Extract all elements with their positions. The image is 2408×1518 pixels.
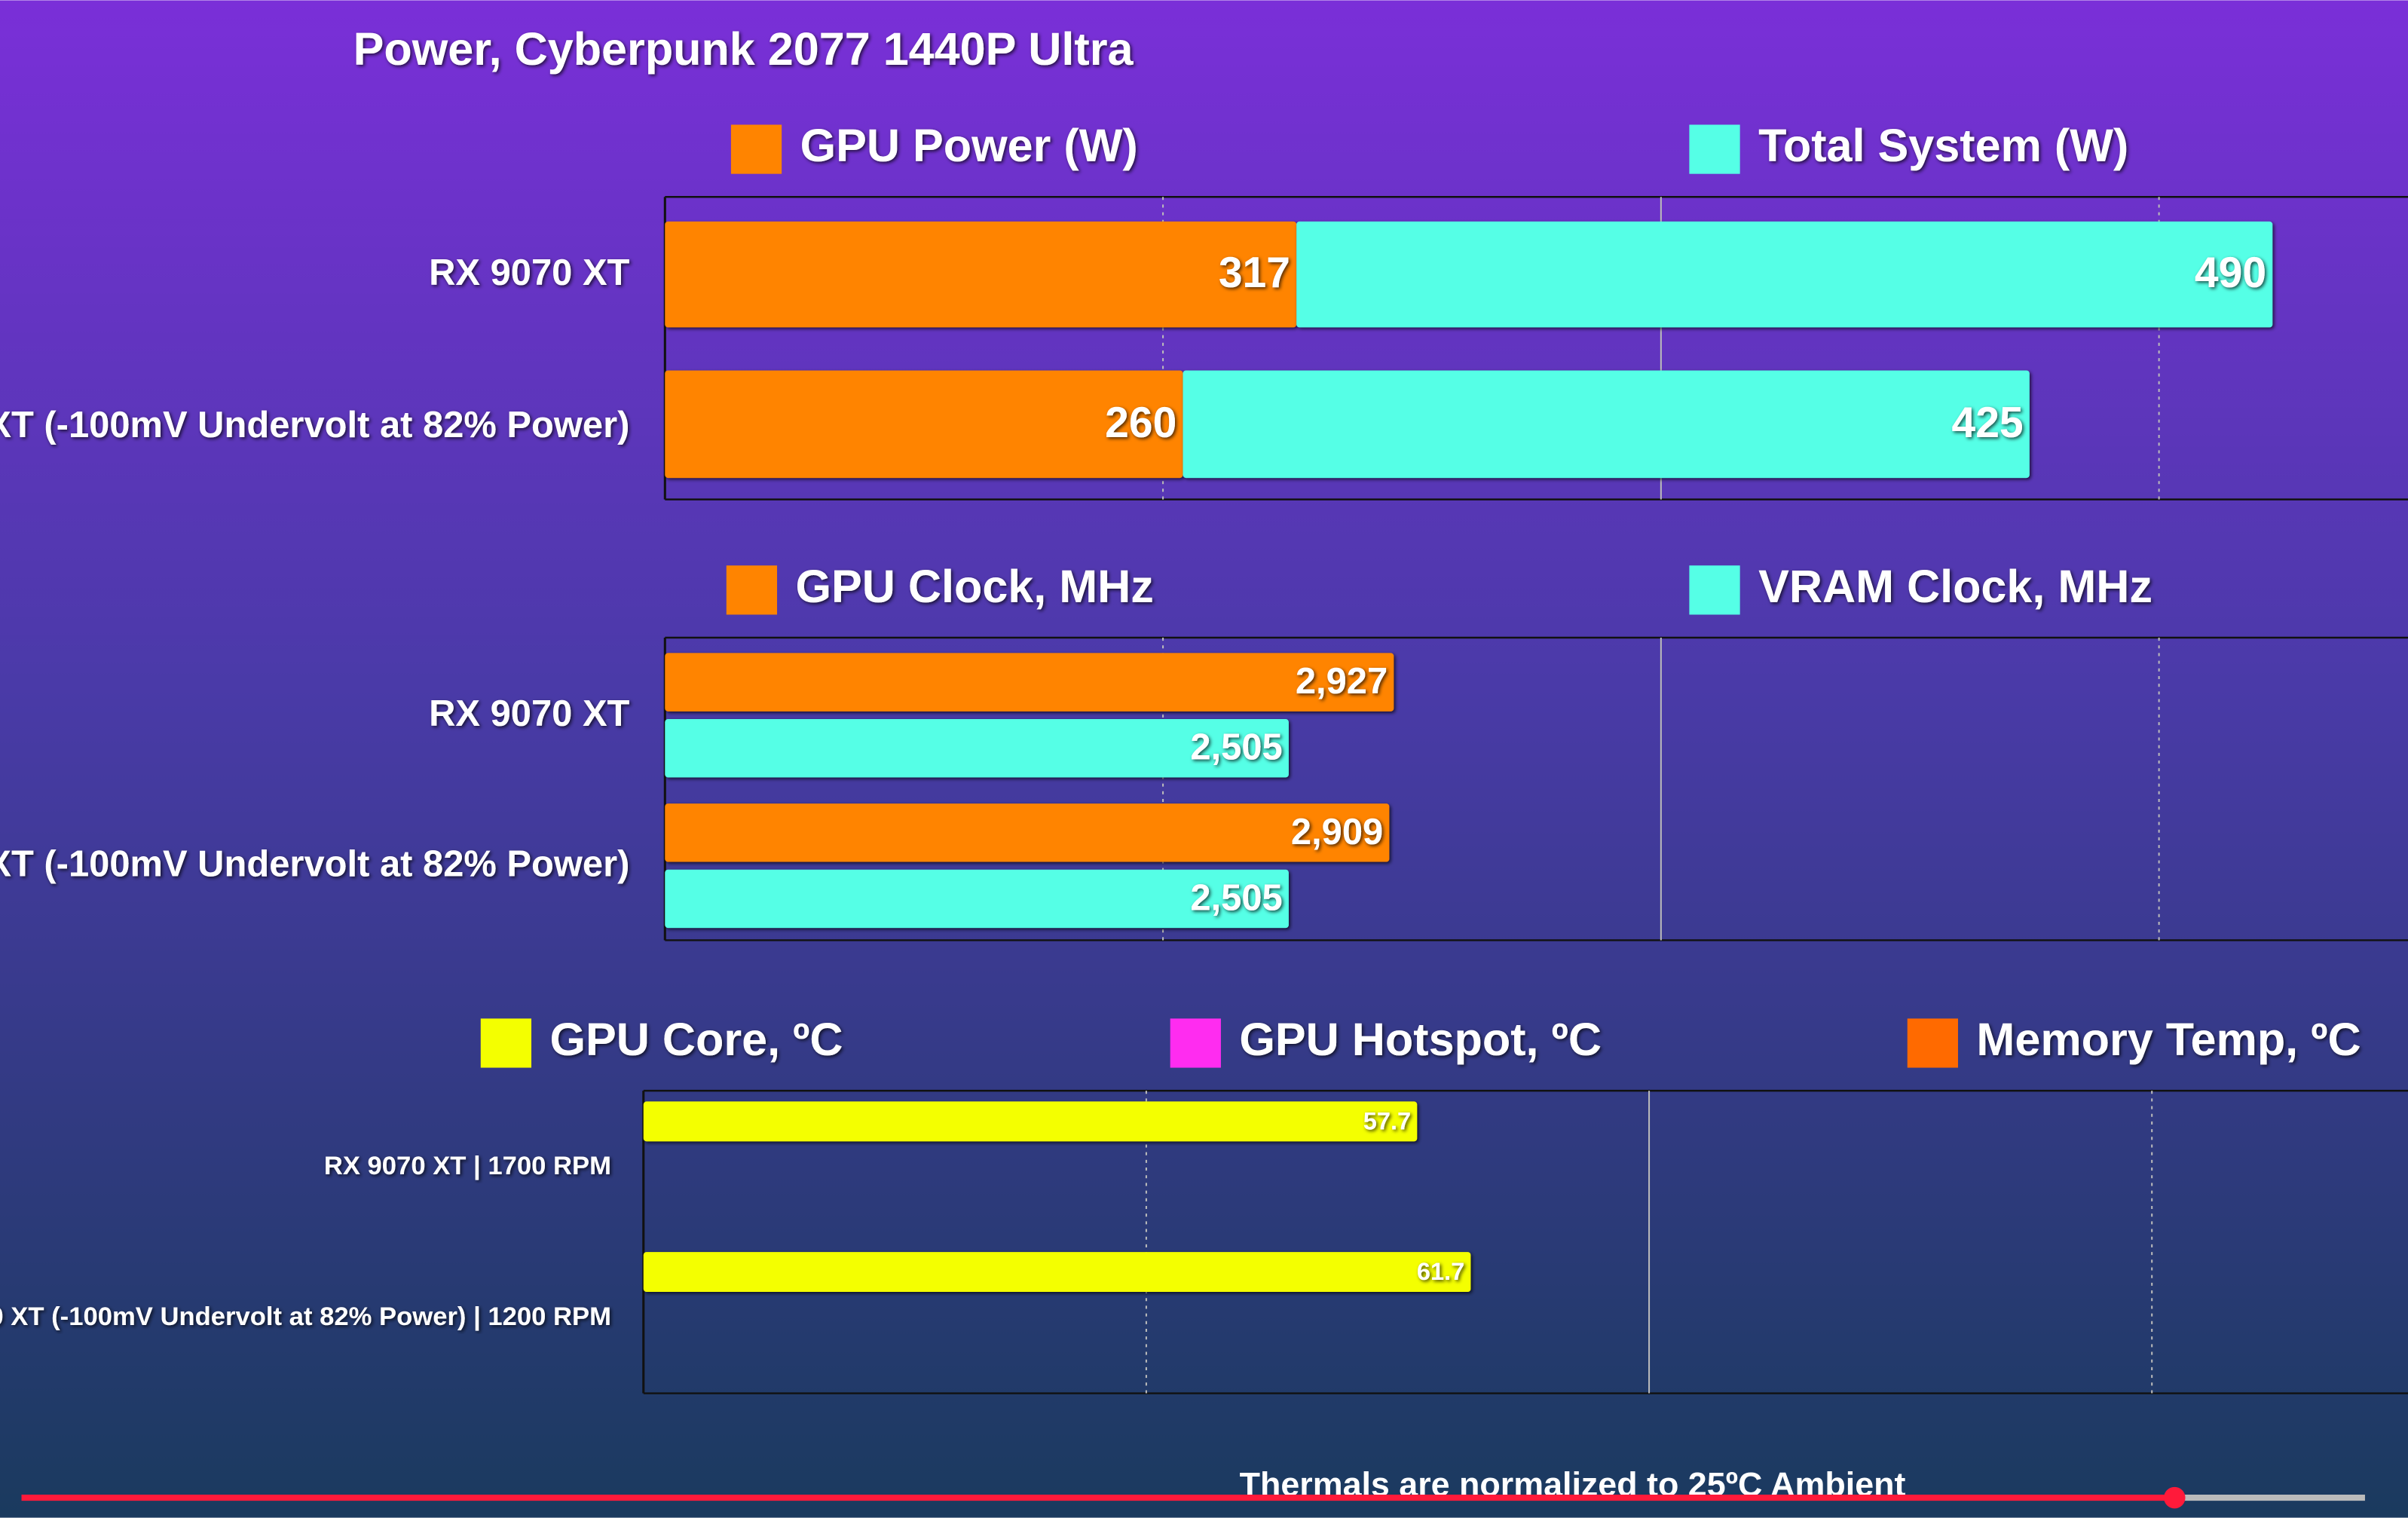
bar — [665, 370, 1183, 479]
chart-title: Power, Cyberpunk 2077 1440P Ultra — [353, 23, 1134, 75]
category-label: RX 9070 XT — [429, 693, 629, 734]
legend-label: GPU Power (W) — [800, 120, 1138, 171]
value-label: 61.7 — [1417, 1257, 1464, 1285]
value-label: 2,505 — [1190, 877, 1282, 918]
category-label: RX 9070 XT | 1700 RPM — [324, 1152, 611, 1180]
bar — [1183, 370, 2030, 479]
bar — [665, 653, 1394, 712]
progress-knob[interactable] — [2164, 1486, 2186, 1509]
legend-swatch — [1689, 124, 1740, 174]
legend-swatch — [1170, 1018, 1221, 1068]
bar — [665, 221, 1297, 328]
value-label: 317 — [1219, 249, 1290, 297]
legend-swatch — [1689, 565, 1740, 615]
bar — [665, 719, 1289, 778]
legend-label: Total System (W) — [1758, 120, 2128, 171]
legend-swatch — [730, 124, 782, 174]
legend-label: GPU Clock, MHz — [795, 561, 1153, 612]
value-label: 260 — [1105, 399, 1176, 447]
value-label: 57.7 — [1363, 1107, 1411, 1135]
legend-label: GPU Core, ºC — [549, 1014, 843, 1065]
value-label: 2,505 — [1190, 727, 1282, 768]
bar — [665, 869, 1289, 929]
bar — [665, 803, 1390, 862]
bar — [643, 1252, 1471, 1293]
legend-swatch — [726, 565, 778, 615]
legend-swatch — [1907, 1018, 1958, 1068]
value-label: 425 — [1951, 399, 2023, 447]
legend-label: GPU Hotspot, ºC — [1239, 1014, 1602, 1065]
category-label: RX 9070 XT (-100mV Undervolt at 82% Powe… — [0, 1302, 611, 1331]
legend-label: VRAM Clock, MHz — [1758, 561, 2153, 612]
value-label: 2,927 — [1296, 661, 1388, 702]
category-label: RX 9070 XT (-100mV Undervolt at 82% Powe… — [0, 405, 629, 445]
category-label: RX 9070 XT (-100mV Undervolt at 82% Powe… — [0, 844, 629, 885]
value-label: 2,909 — [1291, 812, 1383, 852]
legend-label: Memory Temp, ºC — [1976, 1014, 2361, 1065]
bar — [643, 1101, 1418, 1142]
legend-swatch — [480, 1018, 532, 1068]
category-label: RX 9070 XT — [429, 252, 629, 293]
bar — [1296, 221, 2273, 328]
value-label: 490 — [2195, 249, 2266, 297]
